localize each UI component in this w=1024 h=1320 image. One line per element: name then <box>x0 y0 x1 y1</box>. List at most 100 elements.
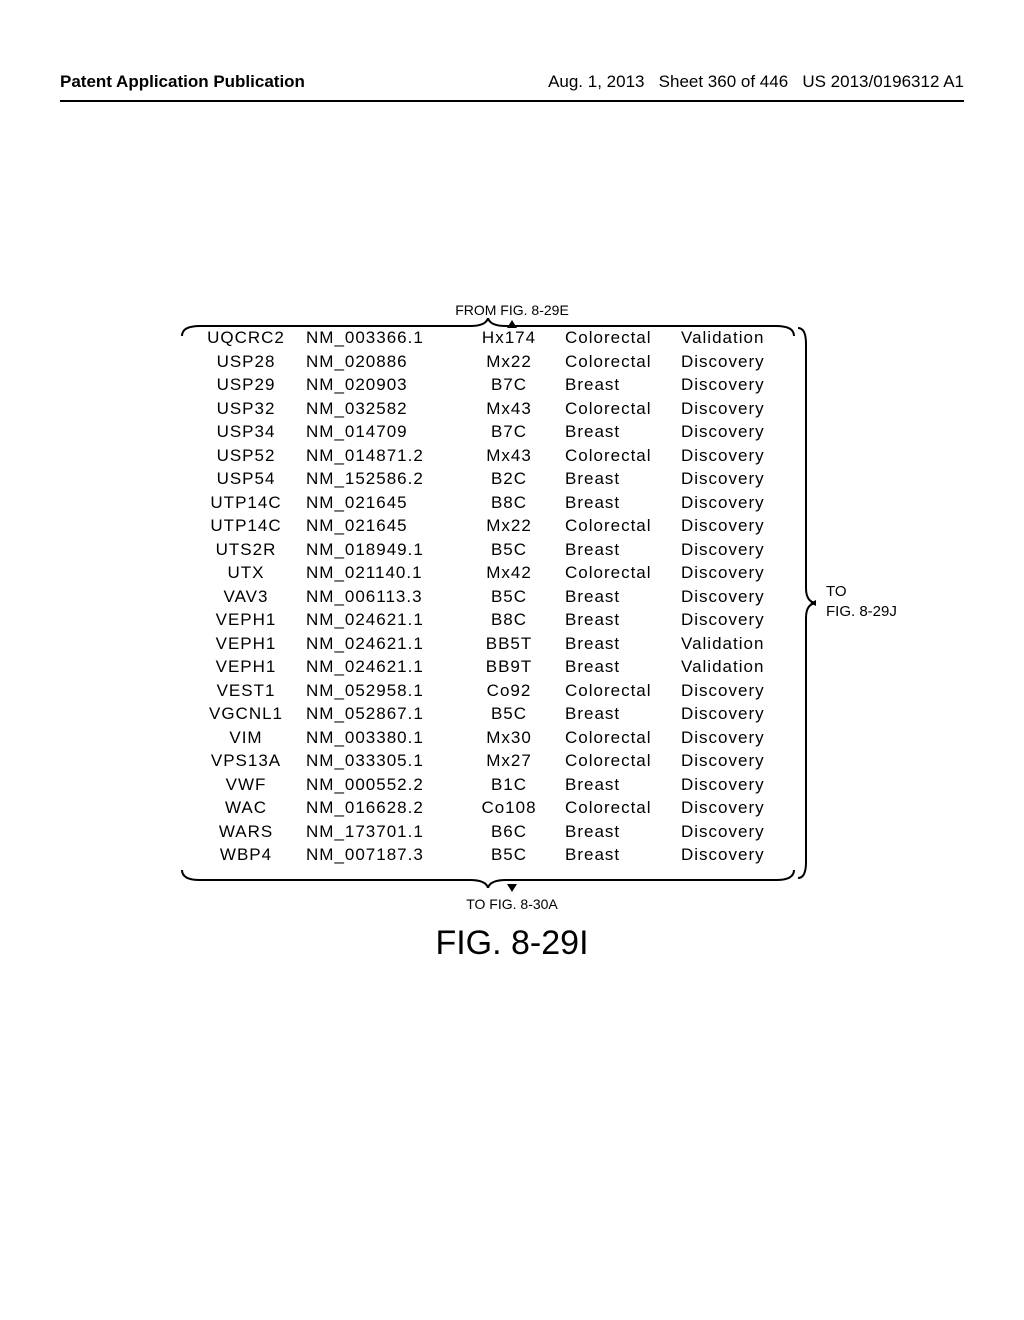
cell-gene: WAC <box>186 796 306 820</box>
table-row: USP54NM_152586.2B2CBreastDiscovery <box>186 467 792 491</box>
cell-screen: Discovery <box>681 514 791 538</box>
cell-sample: B5C <box>461 585 551 609</box>
cell-gene: USP28 <box>186 350 306 374</box>
cell-gene: VEPH1 <box>186 608 306 632</box>
cell-sample: B5C <box>461 538 551 562</box>
cell-gene: USP54 <box>186 467 306 491</box>
cell-sample: B8C <box>461 608 551 632</box>
cell-gene: VWF <box>186 773 306 797</box>
table-row: USP34NM_014709B7CBreastDiscovery <box>186 420 792 444</box>
table-row: VPS13ANM_033305.1Mx27ColorectalDiscovery <box>186 749 792 773</box>
cell-gene: VEPH1 <box>186 632 306 656</box>
cell-tumor_type: Colorectal <box>551 749 681 773</box>
cell-gene: UTP14C <box>186 514 306 538</box>
cell-sample: B6C <box>461 820 551 844</box>
data-table: UQCRC2NM_003366.1Hx174ColorectalValidati… <box>186 326 792 867</box>
cell-accession: NM_006113.3 <box>306 585 461 609</box>
cell-screen: Discovery <box>681 749 791 773</box>
cell-gene: VEST1 <box>186 679 306 703</box>
cell-sample: BB5T <box>461 632 551 656</box>
cell-gene: VIM <box>186 726 306 750</box>
figure-title: FIG. 8-29I <box>0 924 1024 963</box>
header-date: Aug. 1, 2013 <box>548 72 644 91</box>
cell-accession: NM_052958.1 <box>306 679 461 703</box>
cell-gene: WARS <box>186 820 306 844</box>
cell-gene: UTS2R <box>186 538 306 562</box>
cell-screen: Discovery <box>681 702 791 726</box>
cell-screen: Discovery <box>681 820 791 844</box>
table-row: VAV3NM_006113.3B5CBreastDiscovery <box>186 585 792 609</box>
cell-gene: UTP14C <box>186 491 306 515</box>
cell-tumor_type: Breast <box>551 420 681 444</box>
cell-accession: NM_024621.1 <box>306 655 461 679</box>
cell-screen: Discovery <box>681 773 791 797</box>
cell-screen: Discovery <box>681 467 791 491</box>
cell-accession: NM_021645 <box>306 491 461 515</box>
cell-accession: NM_020886 <box>306 350 461 374</box>
table-row: VWFNM_000552.2B1CBreastDiscovery <box>186 773 792 797</box>
cell-screen: Discovery <box>681 726 791 750</box>
cell-screen: Discovery <box>681 561 791 585</box>
cell-tumor_type: Breast <box>551 702 681 726</box>
cell-sample: Mx30 <box>461 726 551 750</box>
from-figure-label: FROM FIG. 8-29E <box>0 302 1024 318</box>
cell-sample: B7C <box>461 373 551 397</box>
table-row: UTP14CNM_021645Mx22ColorectalDiscovery <box>186 514 792 538</box>
cell-accession: NM_024621.1 <box>306 632 461 656</box>
to-figure-label: TO FIG. 8-30A <box>0 896 1024 912</box>
cell-screen: Discovery <box>681 420 791 444</box>
cell-screen: Discovery <box>681 796 791 820</box>
cell-gene: UQCRC2 <box>186 326 306 350</box>
cell-screen: Discovery <box>681 350 791 374</box>
cell-sample: B7C <box>461 420 551 444</box>
cell-accession: NM_003380.1 <box>306 726 461 750</box>
cell-tumor_type: Breast <box>551 843 681 867</box>
cell-tumor_type: Breast <box>551 538 681 562</box>
table-row: VIMNM_003380.1Mx30ColorectalDiscovery <box>186 726 792 750</box>
cell-sample: B5C <box>461 702 551 726</box>
cell-tumor_type: Breast <box>551 632 681 656</box>
table-row: UTXNM_021140.1Mx42ColorectalDiscovery <box>186 561 792 585</box>
header-left: Patent Application Publication <box>60 72 305 92</box>
cell-screen: Discovery <box>681 444 791 468</box>
cell-accession: NM_007187.3 <box>306 843 461 867</box>
cell-screen: Discovery <box>681 679 791 703</box>
cell-gene: USP34 <box>186 420 306 444</box>
cell-tumor_type: Breast <box>551 820 681 844</box>
cell-accession: NM_173701.1 <box>306 820 461 844</box>
right-bracket <box>796 324 816 882</box>
table-row: UTP14CNM_021645B8CBreastDiscovery <box>186 491 792 515</box>
cell-sample: B2C <box>461 467 551 491</box>
cell-tumor_type: Breast <box>551 773 681 797</box>
table-row: UQCRC2NM_003366.1Hx174ColorectalValidati… <box>186 326 792 350</box>
cell-gene: VPS13A <box>186 749 306 773</box>
cell-accession: NM_024621.1 <box>306 608 461 632</box>
table-row: VEPH1NM_024621.1BB9TBreastValidation <box>186 655 792 679</box>
cell-screen: Validation <box>681 326 791 350</box>
cell-sample: Co92 <box>461 679 551 703</box>
table-row: UTS2RNM_018949.1B5CBreastDiscovery <box>186 538 792 562</box>
page-header: Patent Application Publication Aug. 1, 2… <box>0 72 1024 98</box>
cell-sample: Mx22 <box>461 514 551 538</box>
cell-tumor_type: Breast <box>551 491 681 515</box>
table-row: WARSNM_173701.1B6CBreastDiscovery <box>186 820 792 844</box>
header-rule <box>60 100 964 102</box>
right-label-fig: FIG. 8-29J <box>826 602 897 622</box>
cell-screen: Discovery <box>681 397 791 421</box>
cell-sample: Mx42 <box>461 561 551 585</box>
cell-screen: Discovery <box>681 373 791 397</box>
cell-gene: VAV3 <box>186 585 306 609</box>
cell-tumor_type: Colorectal <box>551 444 681 468</box>
cell-screen: Validation <box>681 655 791 679</box>
cell-tumor_type: Colorectal <box>551 350 681 374</box>
table-row: VGCNL1NM_052867.1B5CBreastDiscovery <box>186 702 792 726</box>
table-row: VEPH1NM_024621.1BB5TBreastValidation <box>186 632 792 656</box>
cell-accession: NM_000552.2 <box>306 773 461 797</box>
cell-accession: NM_052867.1 <box>306 702 461 726</box>
cell-screen: Validation <box>681 632 791 656</box>
table-row: USP52NM_014871.2Mx43ColorectalDiscovery <box>186 444 792 468</box>
cell-screen: Discovery <box>681 491 791 515</box>
arrow-down-icon <box>507 884 517 892</box>
right-continuation-label: TO FIG. 8-29J <box>826 582 897 622</box>
cell-screen: Discovery <box>681 585 791 609</box>
